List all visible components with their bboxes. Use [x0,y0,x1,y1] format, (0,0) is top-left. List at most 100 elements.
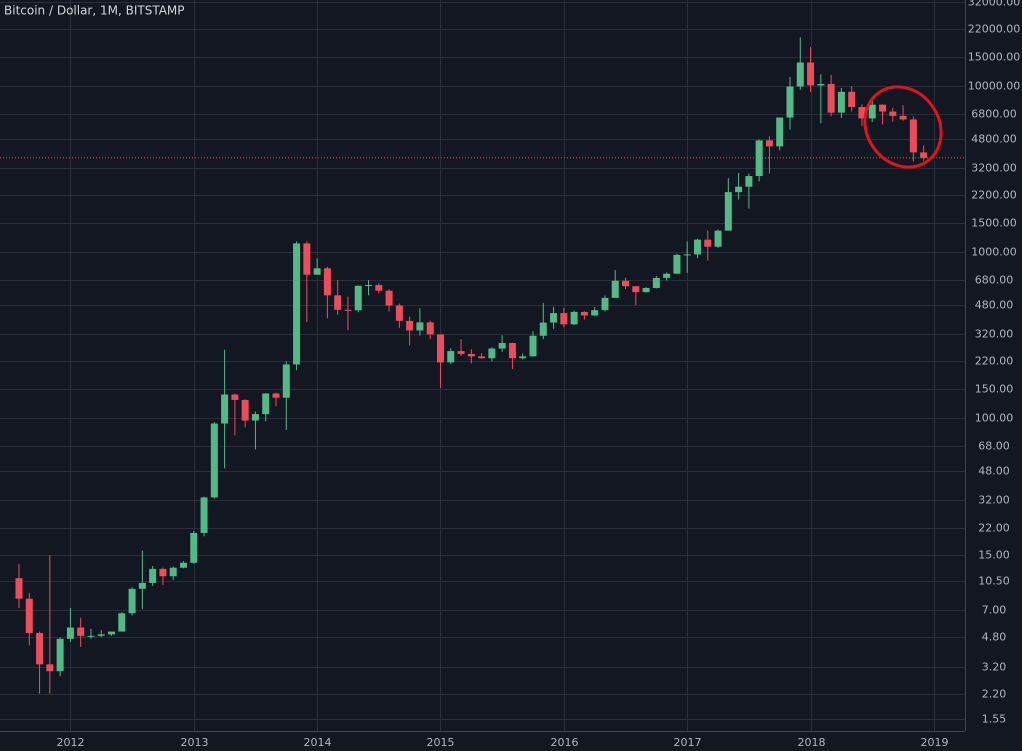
candle-body [519,356,527,359]
y-tick-label: 32.00 [978,494,1010,507]
candle-body [663,273,671,278]
candle-body [622,280,630,287]
candle-body [128,588,136,614]
candle-body [365,284,373,286]
candle-body [550,313,558,323]
candle-body [591,310,599,316]
candle-body [642,287,650,293]
x-tick-label: 2012 [57,736,85,749]
candle-body [395,305,403,321]
candle-body [46,664,54,672]
candle-body [529,335,537,357]
candle-body [179,562,187,568]
candle-body [498,343,506,349]
candle-body [15,578,23,599]
candle-body [36,632,44,665]
candle-body [169,567,177,577]
candle-body [508,343,516,359]
candle-body [231,394,239,400]
candle-body [251,414,259,421]
chart-title: Bitcoin / Dollar, 1M, BITSTAMP [4,4,185,18]
y-tick-label: 7.00 [982,604,1007,617]
candle-body [406,320,414,331]
candle-body [879,104,887,112]
y-tick-label: 2.20 [982,688,1007,701]
y-tick-label: 48.00 [978,465,1010,478]
candle-body [693,239,701,255]
candle-body [909,119,917,153]
candle-body [817,83,825,86]
candle-body [683,254,691,256]
y-tick-label: 3.20 [982,661,1007,674]
candle-body [87,635,95,637]
candle-body [334,295,342,310]
y-tick-label: 2200.00 [971,189,1017,202]
candle-body [755,140,763,177]
y-tick-label: 10000.00 [968,80,1021,93]
x-tick-label: 2015 [427,736,455,749]
candle-body [467,353,475,357]
candle-body [601,297,609,311]
candle-body [118,613,126,632]
x-tick-label: 2013 [181,736,209,749]
candle-body [889,111,897,116]
candle-body [580,311,588,316]
candle-body [293,243,301,365]
candle-body [200,497,208,533]
candle-body [97,634,105,636]
x-tick-label: 2018 [798,736,826,749]
y-tick-label: 15000.00 [968,51,1021,64]
y-tick-label: 1500.00 [971,217,1017,230]
candle-body [221,394,229,424]
y-tick-label: 6800.00 [971,108,1017,121]
y-tick-label: 320.00 [975,328,1014,341]
candle-body [858,106,866,119]
candle-body [77,627,85,636]
y-tick-label: 680.00 [975,274,1014,287]
x-tick-label: 2019 [921,736,949,749]
candle-body [25,598,33,633]
x-tick-label: 2014 [304,736,332,749]
candle-body [354,285,362,311]
candle-body [827,83,835,113]
candle-body [724,192,732,231]
y-tick-label: 4800.00 [971,133,1017,146]
candle-body [149,568,157,583]
candle-body [632,286,640,293]
candle-body [796,62,804,87]
candle-body [673,254,681,274]
y-tick-label: 3200.00 [971,162,1017,175]
candle-body [735,186,743,193]
y-tick-label: 220.00 [975,355,1014,368]
candle-body [560,313,568,325]
candle-body [539,322,547,336]
y-tick-label: 22000.00 [968,23,1021,36]
candle-body [786,86,794,118]
candle-body [282,364,290,398]
candle-body [714,230,722,247]
candle-body [426,322,434,335]
y-tick-label: 10.50 [978,575,1010,588]
candle-body [447,351,455,363]
y-tick-label: 68.00 [978,440,1010,453]
candle-body [776,117,784,147]
candle-body [478,356,486,359]
candle-body [323,268,331,296]
candle-body [159,568,167,577]
candle-body [190,532,198,563]
candle-body [138,582,146,589]
y-tick-label: 15.00 [978,549,1010,562]
candle-body [652,277,660,288]
y-tick-label: 1.55 [982,713,1007,726]
candle-body [375,284,383,291]
y-tick-label: 100.00 [975,412,1014,425]
candle-body [611,280,619,298]
candle-body [303,243,311,275]
y-tick-label: 480.00 [975,299,1014,312]
candle-body [807,62,815,86]
candle-body [313,268,321,275]
candle-body [868,104,876,119]
candle-body [457,351,465,354]
